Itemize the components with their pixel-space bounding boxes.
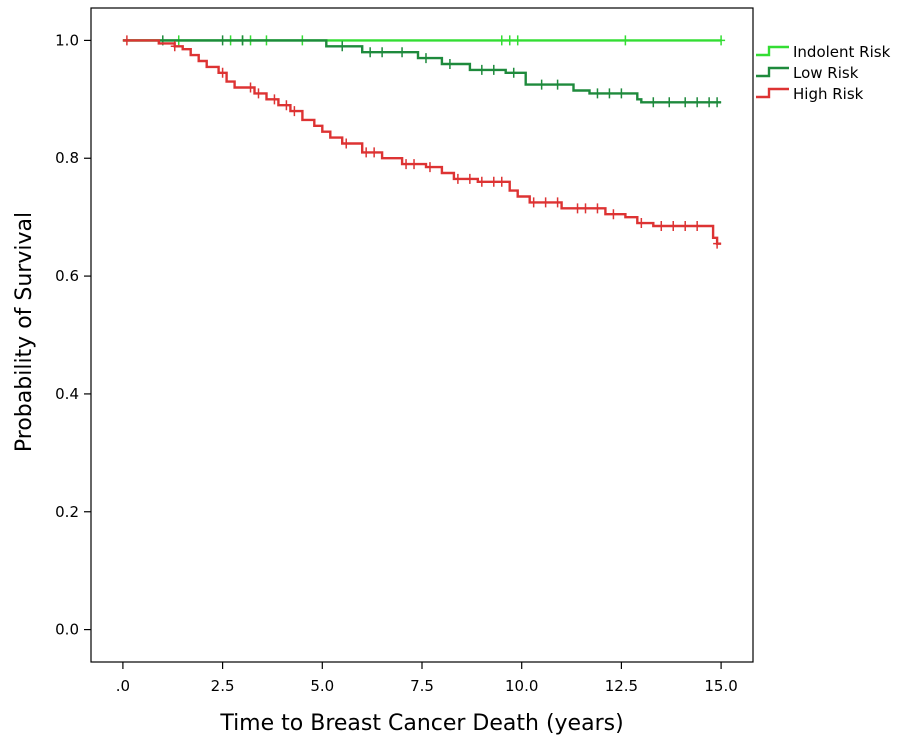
x-tick-label: .0 [116,677,130,695]
x-tick-label: 15.0 [704,677,737,695]
censor-mark [505,35,514,46]
x-tick-label: 2.5 [211,677,235,695]
censor-mark [593,88,602,99]
censor-mark [553,79,562,90]
series-high-risk [122,35,722,249]
censor-mark [122,35,131,46]
series-low-risk [122,35,722,108]
censor-mark [370,147,379,158]
censor-mark [453,173,462,184]
censor-mark [477,176,486,187]
censor-mark [282,100,291,111]
censor-mark [170,41,179,52]
y-tick-label: 0.8 [55,149,79,167]
censor-mark [617,88,626,99]
censor-mark [541,197,550,208]
censor-mark [489,64,498,75]
x-tick-label: 7.5 [410,677,434,695]
y-tick-label: 0.0 [55,621,79,639]
censor-mark [342,138,351,149]
censor-mark [609,209,618,220]
y-axis-title: Probability of Survival [12,212,37,452]
censor-mark [581,203,590,214]
censor-mark [529,197,538,208]
censor-mark [290,106,299,117]
censor-mark [465,173,474,184]
censor-mark [366,47,375,58]
censor-mark [477,64,486,75]
legend-swatch [756,66,789,78]
legend: Indolent Risk Low Risk High Risk [756,43,891,103]
censor-mark [705,97,714,108]
censor-mark [713,97,722,108]
series-layer [122,35,726,249]
censor-mark [693,97,702,108]
censor-mark [681,97,690,108]
censor-mark [637,218,646,229]
legend-swatch [756,87,789,99]
censor-mark [649,97,658,108]
x-axis-title: Time to Breast Cancer Death (years) [219,711,623,736]
censor-mark [717,35,726,46]
censor-mark [537,79,546,90]
censor-mark [657,221,666,231]
censor-mark [497,35,506,46]
censor-mark [362,147,371,158]
censor-mark [593,203,602,214]
axis-ticks: 0.0 0.2 0.4 0.6 0.8 1.0 .0 2.5 5.0 7.5 10.0 12.5 15.… [55,31,738,695]
censor-mark [621,35,630,46]
censor-mark [665,97,674,108]
censor-mark [378,47,387,58]
y-tick-label: 1.0 [55,31,79,49]
censor-mark [254,88,263,99]
censor-mark [421,53,430,64]
censor-mark [445,58,454,69]
censor-mark [218,35,227,46]
survival-curve-low-risk [122,39,722,104]
x-tick-label: 10.0 [505,677,538,695]
y-tick-label: 0.4 [55,385,79,403]
censor-mark [270,94,279,105]
legend-label: Indolent Risk [793,43,891,61]
censor-mark [693,221,702,231]
censor-mark [410,159,419,170]
censor-mark [573,203,582,214]
plot-frame [90,7,754,663]
legend-label: Low Risk [793,64,859,82]
censor-mark [497,176,506,187]
censor-mark [605,88,614,99]
x-tick-label: 5.0 [310,677,334,695]
censor-mark [553,197,562,208]
y-tick-label: 0.2 [55,503,79,521]
censor-mark [489,176,498,187]
x-tick-label: 12.5 [605,677,638,695]
censor-mark [509,67,518,78]
y-tick-label: 0.6 [55,267,79,285]
legend-label: High Risk [793,85,864,103]
legend-swatch [756,45,789,57]
censor-mark [681,221,690,231]
censor-mark [338,41,347,52]
censor-mark [513,35,522,46]
censor-mark [218,67,227,78]
censor-mark [425,162,434,173]
censor-mark [669,221,678,231]
censor-mark [246,82,255,93]
survival-curve-high-risk [122,39,722,245]
censor-mark [398,47,407,58]
censor-mark [713,238,722,249]
censor-mark [238,35,247,46]
censor-mark [402,159,411,170]
